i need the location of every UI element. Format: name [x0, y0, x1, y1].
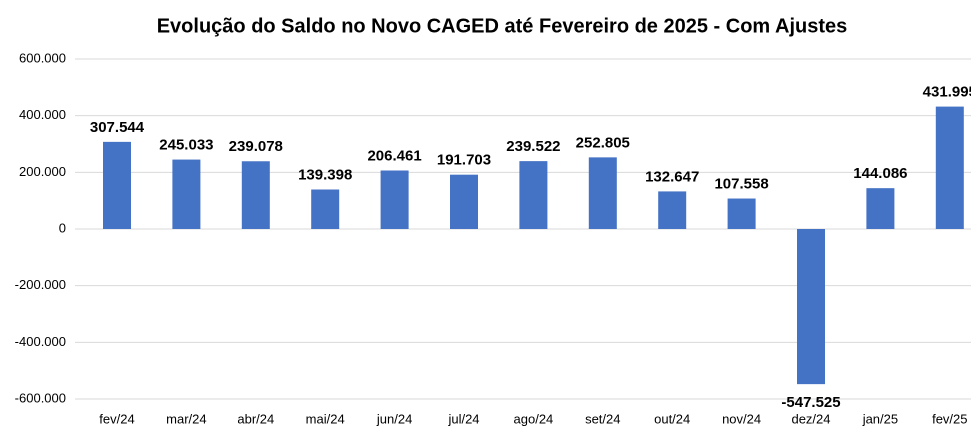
x-tick-label: fev/24	[99, 411, 134, 426]
value-label: 307.544	[90, 119, 145, 136]
bar	[588, 157, 617, 229]
value-label: 191.703	[437, 152, 491, 169]
bar	[172, 159, 201, 229]
value-label: 144.086	[853, 165, 907, 182]
value-label: 139.398	[298, 166, 352, 183]
x-tick-label: dez/24	[791, 411, 830, 426]
value-label: 107.558	[714, 175, 768, 192]
x-tick-label: mai/24	[306, 411, 345, 426]
y-tick-label: -400.000	[15, 334, 66, 349]
bar	[935, 106, 964, 229]
x-tick-label: ago/24	[514, 411, 554, 426]
value-label: 132.647	[645, 168, 699, 185]
x-tick-label: fev/25	[932, 411, 967, 426]
value-label: 239.078	[229, 138, 283, 155]
x-tick-label: jan/25	[862, 411, 898, 426]
y-tick-label: 200.000	[19, 164, 66, 179]
value-label: 431.995	[923, 84, 971, 101]
bar	[797, 229, 825, 385]
x-tick-label: abr/24	[237, 411, 274, 426]
x-tick-label: out/24	[654, 411, 690, 426]
bar	[311, 189, 340, 229]
bar	[519, 161, 548, 229]
value-label: 239.522	[506, 138, 560, 155]
bar	[380, 170, 409, 229]
bar	[450, 174, 478, 229]
y-tick-label: -600.000	[15, 390, 66, 405]
value-label: -547.525	[781, 394, 840, 411]
bar	[727, 198, 756, 229]
value-label: 252.805	[576, 134, 630, 151]
x-tick-label: mar/24	[166, 411, 206, 426]
value-label: 245.033	[159, 137, 213, 154]
y-tick-label: 400.000	[19, 107, 66, 122]
y-tick-label: 600.000	[19, 50, 66, 65]
x-tick-label: jun/24	[376, 411, 412, 426]
chart-title: Evolução do Saldo no Novo CAGED até Feve…	[157, 15, 848, 37]
x-tick-label: set/24	[585, 411, 620, 426]
y-tick-label: 0	[59, 220, 66, 235]
y-tick-label: -200.000	[15, 277, 66, 292]
bar	[103, 141, 131, 229]
x-tick-label: jul/24	[447, 411, 479, 426]
bar	[866, 188, 895, 229]
x-tick-label: nov/24	[722, 411, 761, 426]
bar	[658, 191, 687, 229]
value-label: 206.461	[367, 147, 421, 164]
bar	[241, 161, 270, 229]
